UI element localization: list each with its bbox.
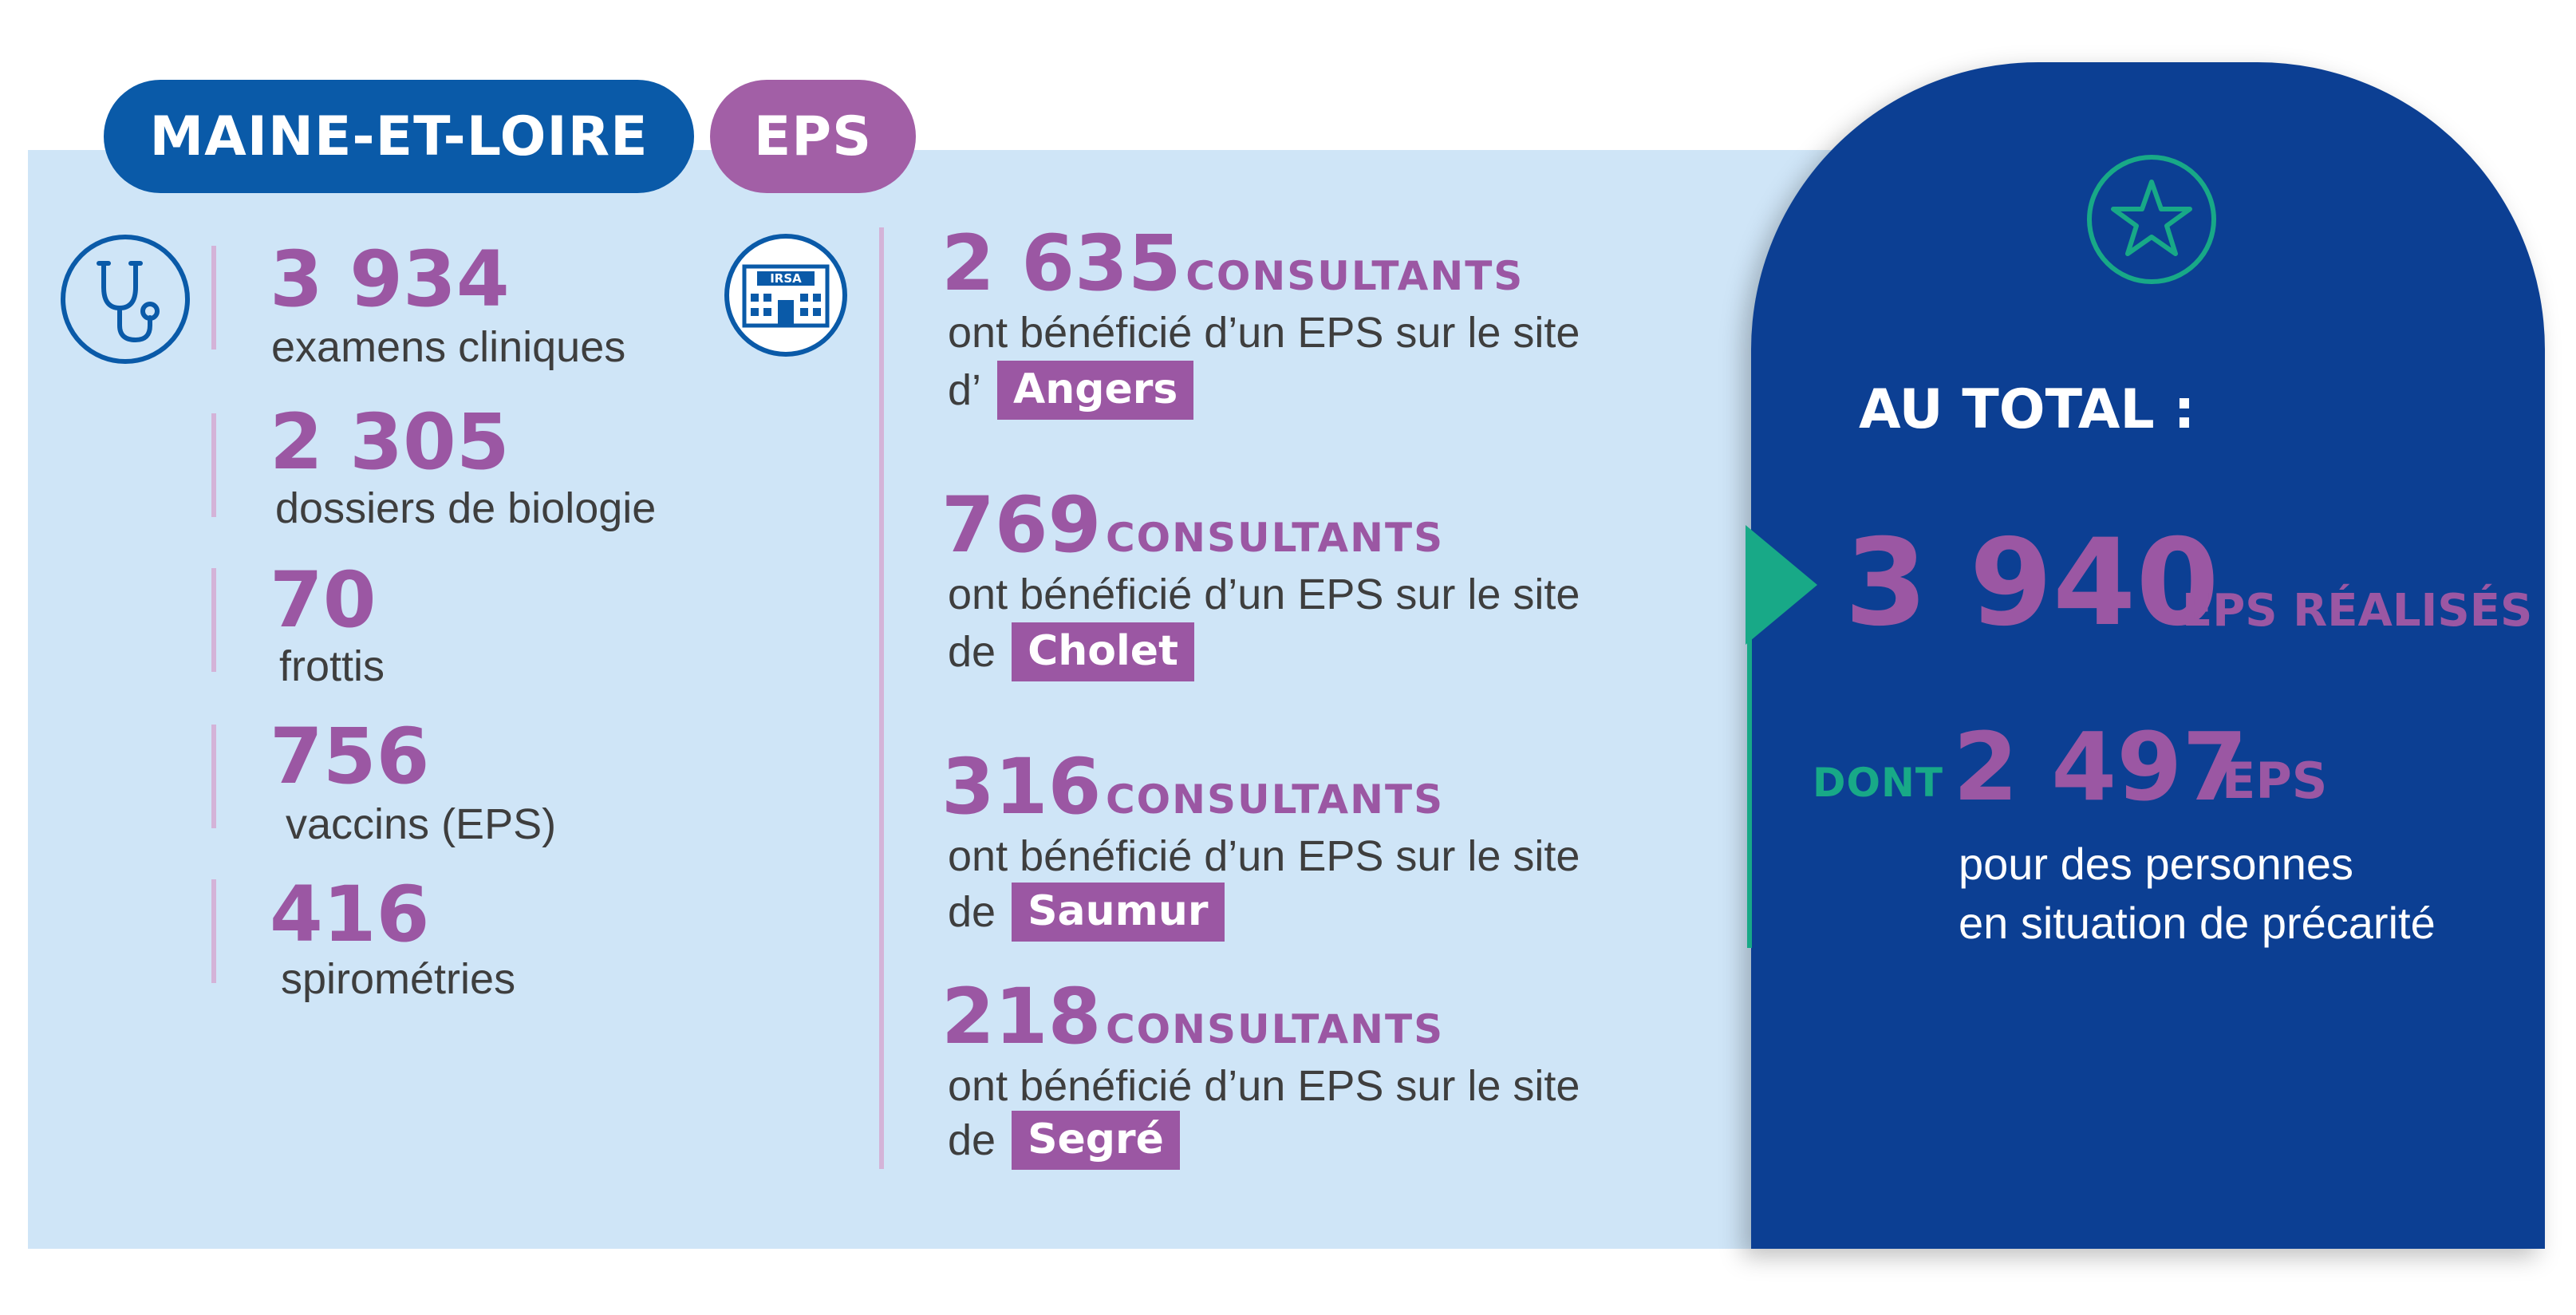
divider [211,568,216,672]
irsa-icon-label: IRSA [770,271,802,286]
exam-value: 3 934 [270,235,510,324]
divider [211,879,216,983]
site-value: 316 CONSULTANTS [941,748,1444,825]
site-row: de Segré [948,1111,1180,1170]
site-value: 218 CONSULTANTS [941,978,1444,1055]
star-icon [2084,152,2219,287]
eps-badge: EPS [710,80,916,193]
exam-label: dossiers de biologie [275,484,657,532]
total-card [1751,62,2545,1249]
region-badge: MAINE-ET-LOIRE [104,80,694,193]
site-prefix: de [948,1116,996,1164]
exam-value: 70 [270,555,377,645]
site-count: 218 [941,972,1102,1061]
exam-value: 416 [270,870,430,959]
exam-label: spirométries [281,955,516,1003]
site-unit: CONSULTANTS [1105,1006,1445,1052]
site-prefix: d’ [948,366,982,414]
exam-label: frottis [279,642,385,690]
dont-label: DONT [1813,760,1943,806]
divider [211,246,216,349]
exam-value: 2 305 [270,397,510,487]
sub-text-line-2: en situation de précarité [1959,898,2436,948]
site-prefix: de [948,888,996,936]
irsa-building-icon: IRSA [722,231,850,359]
site-value: 2 635 CONSULTANTS [941,225,1524,302]
total-value: 3 940 [1844,514,2219,653]
site-row: d’ Angers [948,361,1194,420]
site-name: Angers [997,361,1194,420]
site-row: de Saumur [948,883,1225,942]
site-unit: CONSULTANTS [1105,515,1445,561]
exam-label: vaccins (EPS) [286,800,557,848]
site-name: Cholet [1012,622,1194,681]
exam-label: examens cliniques [271,323,626,371]
total-title: AU TOTAL : [1859,378,2195,441]
site-name: Segré [1012,1111,1180,1170]
site-unit: CONSULTANTS [1105,776,1445,823]
site-count: 769 [941,480,1102,570]
total-unit: EPS RÉALISÉS [2182,585,2533,637]
sub-unit: EPS [2222,752,2328,810]
site-count: 2 635 [941,219,1181,308]
sub-value: 2 497 [1953,712,2248,822]
site-text: ont bénéficié d’un EPS sur le site [948,832,1580,880]
divider [211,725,216,828]
divider [211,413,216,517]
site-value: 769 CONSULTANTS [941,487,1444,563]
content-panel [28,150,1855,1249]
green-divider [1747,638,1752,948]
site-unit: CONSULTANTS [1185,253,1525,299]
site-text: ont bénéficié d’un EPS sur le site [948,1062,1580,1110]
site-text: ont bénéficié d’un EPS sur le site [948,309,1580,357]
divider [879,227,884,1169]
site-prefix: de [948,628,996,676]
site-name: Saumur [1012,883,1225,942]
sub-text-line-1: pour des personnes [1959,839,2354,889]
site-count: 316 [941,742,1102,831]
exam-value: 756 [270,712,430,801]
stethoscope-icon [57,231,193,367]
pointer-triangle [1746,525,1821,649]
site-text: ont bénéficié d’un EPS sur le site [948,571,1580,618]
site-row: de Cholet [948,622,1194,681]
